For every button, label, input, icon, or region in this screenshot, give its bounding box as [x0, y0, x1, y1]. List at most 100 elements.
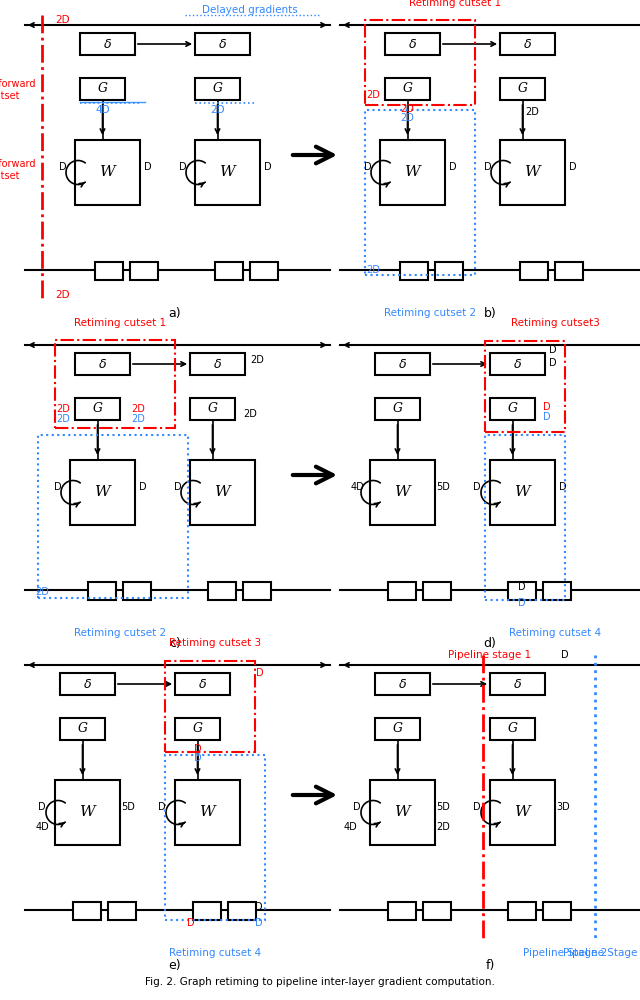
- Text: D: D: [473, 802, 481, 812]
- Bar: [423, 582, 451, 600]
- Text: Fig. 2. Graph retiming to pipeline inter-layer gradient computation.: Fig. 2. Graph retiming to pipeline inter…: [145, 977, 495, 987]
- Text: G: G: [403, 83, 413, 96]
- Text: D: D: [364, 162, 372, 172]
- Bar: [520, 262, 548, 280]
- Text: D: D: [518, 598, 526, 608]
- Text: G: G: [508, 722, 518, 736]
- Bar: [385, 78, 430, 100]
- Bar: [500, 78, 545, 100]
- Bar: [508, 582, 536, 600]
- Text: W: W: [200, 806, 215, 820]
- Bar: [490, 780, 555, 845]
- Text: 2D: 2D: [401, 104, 415, 114]
- Bar: [375, 353, 430, 375]
- Bar: [80, 33, 135, 55]
- Text: 4D: 4D: [35, 822, 49, 832]
- Text: G: G: [97, 83, 108, 96]
- Text: D: D: [194, 744, 202, 754]
- Text: d): d): [484, 637, 497, 650]
- Text: 2D: 2D: [401, 113, 415, 123]
- Text: D: D: [473, 483, 481, 492]
- Text: G: G: [508, 402, 518, 416]
- Bar: [193, 902, 221, 920]
- Text: Retiming cutset 2: Retiming cutset 2: [74, 628, 166, 638]
- Text: $\delta$: $\delta$: [198, 678, 207, 690]
- Text: W: W: [214, 486, 230, 499]
- Text: D: D: [158, 802, 166, 812]
- Text: W: W: [395, 806, 410, 820]
- Text: D: D: [449, 162, 457, 172]
- Text: 2D: 2D: [243, 409, 257, 419]
- Text: Retiming cutset 1: Retiming cutset 1: [409, 0, 501, 8]
- Text: 2D: 2D: [55, 290, 70, 300]
- Text: W: W: [395, 486, 410, 499]
- Text: 2D: 2D: [131, 404, 145, 414]
- Text: 4D: 4D: [95, 105, 110, 115]
- Bar: [490, 460, 555, 525]
- Text: G: G: [518, 83, 527, 96]
- Bar: [108, 902, 136, 920]
- Bar: [55, 780, 120, 845]
- Bar: [175, 780, 240, 845]
- Text: 2D: 2D: [250, 355, 264, 365]
- Bar: [435, 262, 463, 280]
- Text: $\delta$: $\delta$: [398, 678, 407, 690]
- Bar: [165, 755, 265, 920]
- Text: Retiming cutset 4: Retiming cutset 4: [509, 628, 601, 638]
- Text: $\delta$: $\delta$: [83, 678, 92, 690]
- Text: D: D: [264, 162, 272, 172]
- Bar: [228, 902, 256, 920]
- Text: Pipeline stage 1: Pipeline stage 1: [449, 650, 532, 660]
- Text: c): c): [169, 637, 181, 650]
- Bar: [165, 661, 255, 752]
- Text: D: D: [194, 753, 202, 763]
- Bar: [543, 582, 571, 600]
- Text: $\delta$: $\delta$: [213, 358, 222, 370]
- Bar: [485, 341, 565, 432]
- Bar: [485, 435, 565, 600]
- Bar: [388, 582, 416, 600]
- Text: a): a): [169, 306, 181, 320]
- Text: Feedforward
cutset: Feedforward cutset: [0, 79, 35, 101]
- Text: W: W: [95, 486, 110, 499]
- Text: $\delta$: $\delta$: [523, 37, 532, 50]
- Bar: [95, 262, 123, 280]
- Bar: [490, 398, 535, 420]
- Text: D: D: [549, 345, 557, 355]
- Text: Retiming cutset3: Retiming cutset3: [511, 318, 600, 328]
- Text: e): e): [169, 958, 181, 972]
- Text: 5D: 5D: [436, 483, 450, 492]
- Bar: [490, 673, 545, 695]
- Text: 2D: 2D: [366, 90, 380, 100]
- Text: D: D: [518, 582, 526, 592]
- Text: D: D: [549, 358, 557, 368]
- Bar: [60, 673, 115, 695]
- Text: G: G: [93, 402, 102, 416]
- Bar: [500, 33, 555, 55]
- Text: G: G: [212, 83, 223, 96]
- Bar: [55, 340, 175, 428]
- Bar: [543, 902, 571, 920]
- Bar: [195, 140, 260, 205]
- Bar: [195, 78, 240, 100]
- Bar: [370, 460, 435, 525]
- Text: f): f): [485, 958, 495, 972]
- Text: $\delta$: $\delta$: [218, 37, 227, 50]
- Bar: [375, 398, 420, 420]
- Text: D: D: [174, 483, 182, 492]
- Bar: [60, 718, 105, 740]
- Bar: [175, 673, 230, 695]
- Text: b): b): [484, 306, 497, 320]
- Text: D: D: [256, 668, 264, 678]
- Bar: [215, 262, 243, 280]
- Bar: [508, 902, 536, 920]
- Bar: [130, 262, 158, 280]
- Bar: [388, 902, 416, 920]
- Text: 2D: 2D: [55, 15, 70, 25]
- Bar: [490, 353, 545, 375]
- Text: Retiming cutset 1: Retiming cutset 1: [74, 318, 166, 328]
- Text: Pipeline Stage 2: Pipeline Stage 2: [523, 948, 607, 958]
- Text: 2D: 2D: [210, 105, 225, 115]
- Text: Delayed gradients: Delayed gradients: [202, 5, 298, 15]
- Bar: [75, 353, 130, 375]
